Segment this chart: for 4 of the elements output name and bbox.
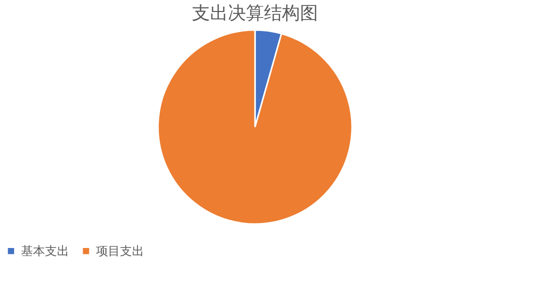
legend-label: 基本支出	[21, 244, 69, 258]
chart-title: 支出决算结构图	[192, 3, 318, 24]
pie-slice	[157, 29, 353, 225]
legend-label: 项目支出	[96, 244, 144, 258]
